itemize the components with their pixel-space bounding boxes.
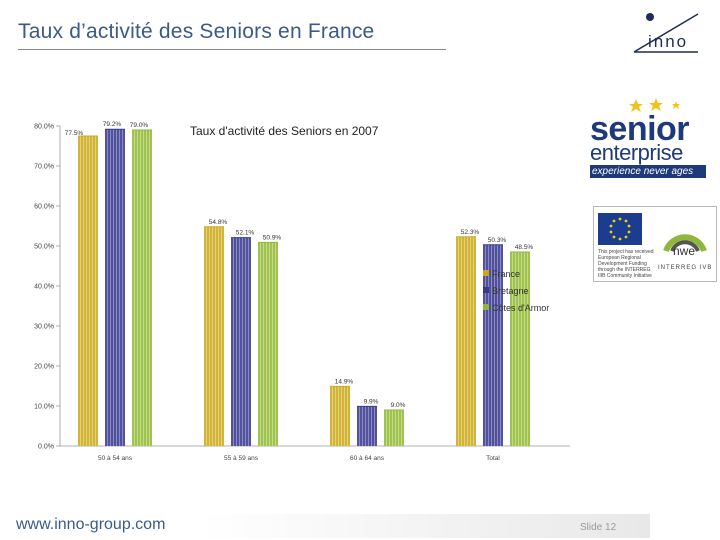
x-tick-label: 55 à 59 ans — [224, 455, 259, 462]
senior-logo-line2: enterprise — [590, 140, 683, 165]
y-tick-label: 10.0% — [34, 404, 54, 411]
y-tick-label: 50.0% — [34, 244, 54, 251]
y-tick-label: 30.0% — [34, 324, 54, 331]
y-tick-label: 80.0% — [34, 124, 54, 131]
y-tick-label: 0.0% — [38, 444, 54, 451]
nwe-logo-text: nwe — [673, 244, 695, 258]
x-tick-label: 60 à 64 ans — [350, 455, 385, 462]
x-tick-label: 50 à 54 ans — [98, 455, 133, 462]
y-tick-label: 60.0% — [34, 204, 54, 211]
inno-logo-text: inno — [648, 32, 689, 51]
slide-title: Taux d’activité des Seniors en France — [18, 20, 375, 43]
bar — [330, 385, 350, 446]
bar — [132, 129, 152, 446]
legend-swatch — [483, 304, 489, 310]
bar — [456, 236, 476, 446]
data-label: 54.8% — [209, 219, 228, 226]
data-label: 14.9% — [335, 378, 354, 385]
interreg-label: INTERREG IVB — [658, 265, 713, 271]
eu-interreg-logo: This project has received European Regio… — [593, 206, 717, 282]
senior-enterprise-logo: senior enterprise experience never ages — [588, 98, 706, 190]
x-tick-label: Total — [486, 455, 500, 462]
data-label: 9.9% — [364, 398, 379, 405]
nwe-logo-icon: nwe — [658, 215, 712, 259]
footer-band — [200, 514, 650, 538]
bar — [483, 244, 503, 446]
bar — [357, 405, 377, 446]
senior-logo-line1: senior — [590, 110, 690, 148]
eu-funding-text: This project has received European Regio… — [598, 249, 654, 279]
inno-logo-mark-icon — [633, 13, 699, 53]
data-label: 48.5% — [515, 244, 534, 251]
chart-title: Taux d'activité des Seniors en 2007 — [190, 124, 379, 138]
legend-swatch — [483, 287, 489, 293]
bar — [258, 241, 278, 446]
bar — [105, 128, 125, 446]
bar — [384, 409, 404, 446]
legend-label: Bretagne — [492, 286, 529, 296]
inno-logo: inno — [628, 10, 700, 54]
data-label: 77.5% — [65, 130, 84, 137]
bar — [231, 237, 251, 446]
slide-number: Slide 12 — [580, 522, 617, 533]
legend-swatch — [483, 270, 489, 276]
data-label: 52.1% — [236, 230, 255, 237]
data-label: 79.2% — [103, 121, 122, 128]
bar — [78, 135, 98, 446]
legend-label: Côtes d'Armor — [492, 303, 549, 313]
data-label: 50.3% — [488, 237, 507, 244]
eu-flag-icon — [598, 213, 642, 245]
data-label: 79.0% — [130, 122, 149, 129]
y-tick-label: 70.0% — [34, 164, 54, 171]
title-underline — [18, 49, 446, 50]
bar — [510, 251, 530, 446]
bar — [204, 226, 224, 446]
footer-url[interactable]: www.inno-group.com — [16, 516, 166, 533]
stars-icon — [629, 98, 680, 112]
data-label: 52.3% — [461, 229, 480, 236]
data-label: 50.9% — [263, 234, 282, 241]
data-label: 9.0% — [391, 402, 406, 409]
senior-logo-tagline: experience never ages — [590, 165, 706, 178]
legend-label: France — [492, 269, 520, 279]
y-tick-label: 40.0% — [34, 284, 54, 291]
y-tick-label: 20.0% — [34, 364, 54, 371]
